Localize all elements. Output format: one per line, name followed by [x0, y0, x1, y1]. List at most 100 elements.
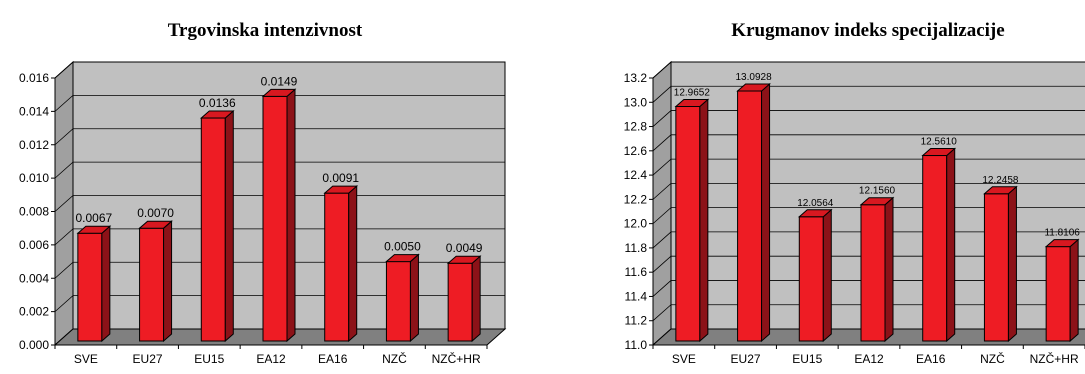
- x-tick-label: EU27: [731, 352, 761, 366]
- gridline: [54, 228, 505, 246]
- bar-front: [922, 155, 948, 342]
- y-tick-label: 0.004: [19, 271, 49, 285]
- data-label: 12.0564: [797, 198, 834, 209]
- chart-title: Trgovinska intenzivnost: [168, 20, 363, 41]
- bar-top: [199, 110, 235, 119]
- bar-eu27: [736, 82, 771, 343]
- y-tick-label: 0.000: [19, 338, 49, 352]
- bar-sve: [674, 98, 710, 343]
- bar-front: [262, 95, 288, 342]
- bar-front: [447, 262, 473, 342]
- gridline: [652, 207, 1085, 224]
- y-tick-label: 12.8: [624, 120, 648, 134]
- y-tick-label: 0.016: [19, 71, 49, 85]
- bar-top: [859, 197, 895, 206]
- x-tick-label: EU15: [194, 352, 224, 366]
- gridline: [54, 61, 505, 79]
- gridline: [54, 128, 505, 146]
- bar-top: [921, 148, 957, 157]
- bar-front: [324, 192, 350, 342]
- gridline: [652, 134, 1085, 152]
- bar-side: [286, 88, 296, 343]
- bar-side: [163, 220, 173, 343]
- y-tick-label: 11.4: [625, 289, 648, 303]
- bar-top: [983, 186, 1018, 195]
- bar-ea12: [859, 196, 895, 343]
- y-tick-label: 13.0: [624, 95, 648, 109]
- bar-nz-hr: [1044, 238, 1080, 343]
- data-label: 0.0091: [322, 171, 359, 185]
- bar-front: [200, 117, 226, 342]
- data-label: 0.0136: [199, 96, 236, 110]
- gridline: [652, 231, 1085, 249]
- bar-side: [884, 196, 894, 343]
- bar-sve: [76, 225, 112, 343]
- x-tick-label: NZČ: [382, 351, 407, 366]
- x-tick-label: EU27: [133, 352, 163, 366]
- bar-front: [860, 204, 886, 342]
- bar-front: [139, 227, 165, 342]
- x-tick-label: EA16: [318, 352, 348, 366]
- gridline: [54, 195, 505, 212]
- data-label: 0.0149: [261, 74, 298, 88]
- bar-side: [1069, 238, 1079, 343]
- gridline: [54, 261, 505, 279]
- y-tick-label: 0.006: [19, 238, 49, 252]
- bar-top: [736, 83, 771, 92]
- bar-side: [1007, 185, 1017, 343]
- bar-side: [946, 147, 956, 343]
- bar-ea16: [323, 185, 359, 343]
- x-tick-label: EA12: [256, 352, 286, 366]
- gridline: [652, 182, 1085, 200]
- gridline: [652, 280, 1085, 297]
- data-label: 11.8106: [1044, 228, 1080, 239]
- gridline: [652, 158, 1085, 176]
- bar-top: [674, 98, 710, 107]
- y-tick-label: 12.0: [624, 217, 648, 231]
- x-tick-label: NZČ: [980, 351, 1005, 366]
- y-tick-label: 0.014: [19, 104, 49, 118]
- y-tick-label: 0.010: [19, 171, 49, 185]
- y-tick-label: 0.002: [19, 305, 49, 319]
- bar-side: [224, 109, 234, 343]
- y-tick-label: 12.6: [624, 144, 648, 158]
- bar-eu15: [199, 109, 235, 343]
- y-tick-label: 12.4: [624, 168, 648, 182]
- bar-top: [323, 185, 359, 194]
- bar-front: [385, 261, 411, 342]
- data-label: 12.9652: [674, 87, 711, 98]
- x-tick-label: SVE: [672, 352, 696, 366]
- bar-side: [101, 225, 111, 343]
- gridline: [652, 61, 1085, 79]
- bar-front: [737, 90, 763, 342]
- data-label: 0.0070: [137, 206, 174, 220]
- gridline: [54, 295, 505, 312]
- bar-front: [798, 216, 824, 342]
- bar-front: [983, 193, 1009, 342]
- bar-side: [409, 253, 419, 343]
- gridline: [54, 94, 505, 112]
- y-tick-label: 0.008: [19, 205, 49, 219]
- y-tick-label: 11.2: [625, 314, 648, 328]
- chart-krugman-index: Krugmanov indeks specijalizacije 11.0 11.…: [624, 20, 1085, 366]
- data-label: 0.0067: [76, 211, 113, 225]
- y-tick-label: 13.2: [624, 71, 648, 85]
- x-tick-label: NZČ+HR: [1030, 351, 1079, 366]
- y-tick-label: 0.012: [19, 138, 49, 152]
- chart-trade-intensity: Trgovinska intenzivnost 0.000 0.002 0.004 0…: [19, 20, 507, 366]
- x-tick-label: EA12: [854, 352, 884, 366]
- bar-front: [77, 232, 103, 342]
- gridline: [652, 110, 1085, 127]
- gridline: [652, 255, 1085, 273]
- x-tick-label: EA16: [916, 352, 946, 366]
- bar-front: [1045, 246, 1071, 342]
- bar-nz-: [385, 253, 420, 343]
- data-label: 0.0050: [384, 240, 421, 254]
- y-tick-label: 11.8: [625, 241, 648, 255]
- bar-top: [446, 255, 482, 264]
- y-tick-label: 11.0: [625, 338, 648, 352]
- bar-top: [138, 220, 173, 229]
- bar-nz-hr: [446, 255, 482, 343]
- data-label: 0.0049: [446, 241, 483, 255]
